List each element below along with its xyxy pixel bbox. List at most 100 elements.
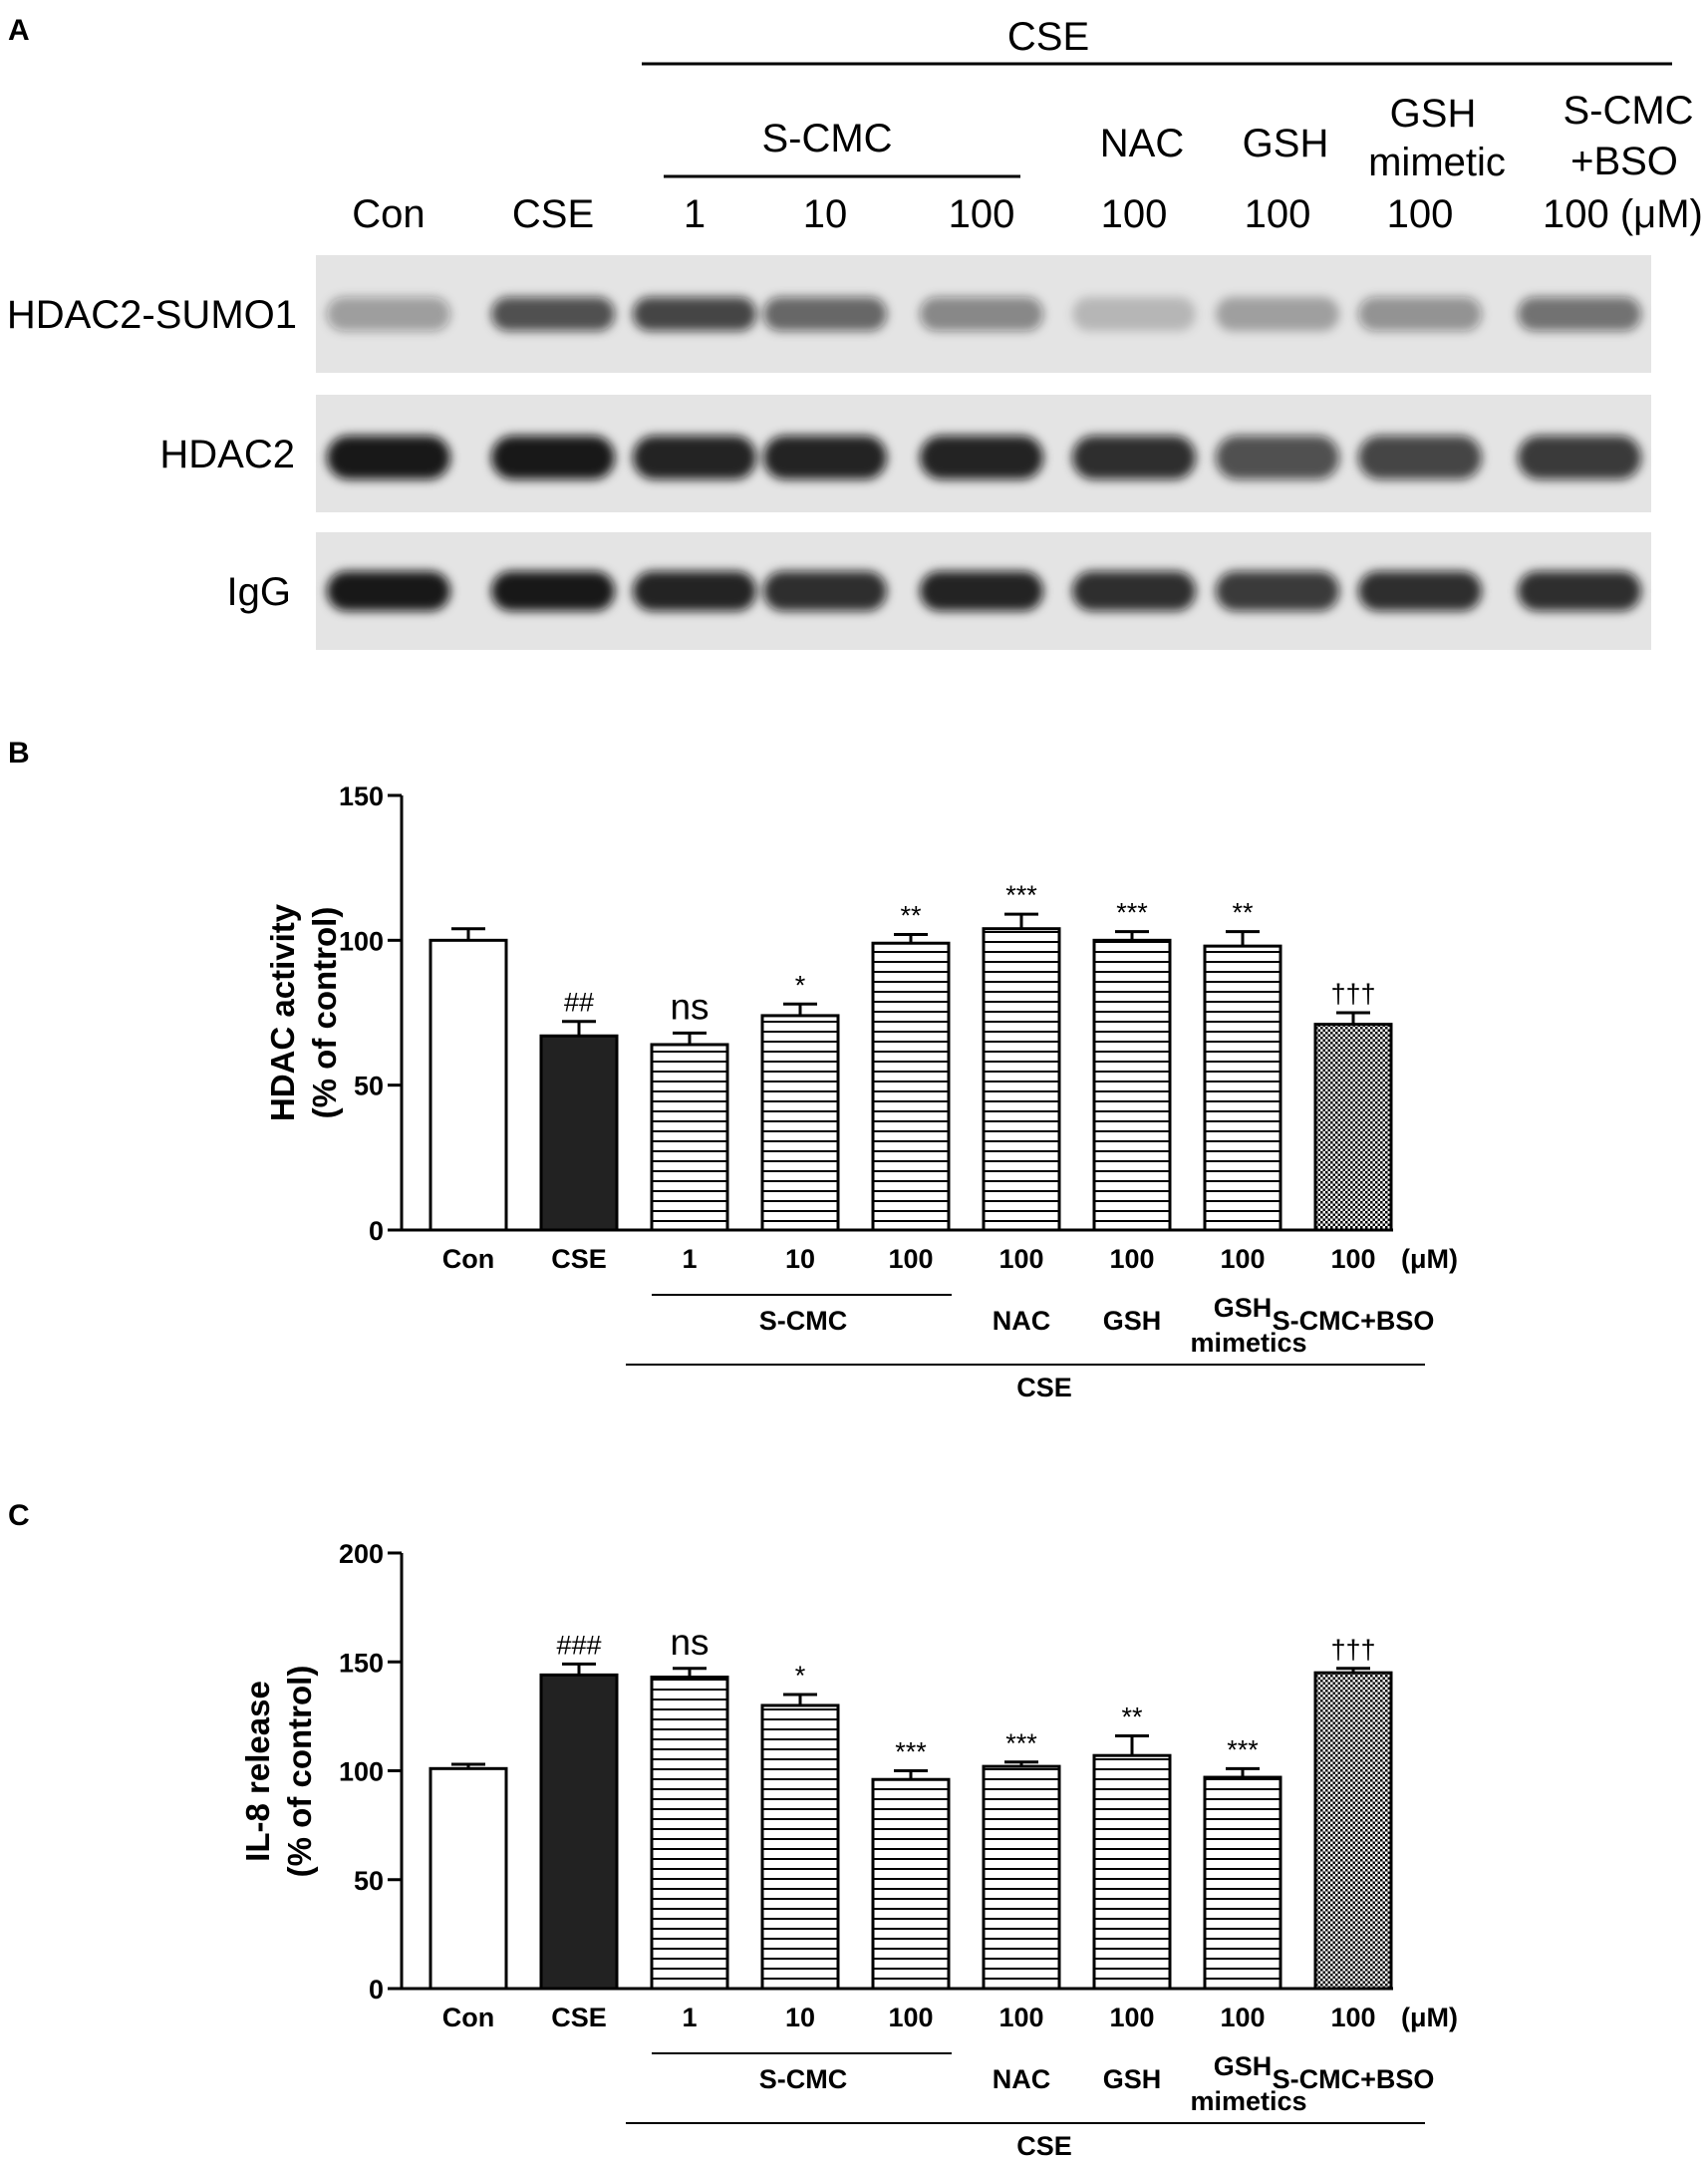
blot-band	[763, 297, 887, 331]
blot-lane-label: 100	[1101, 192, 1168, 236]
bar	[428, 938, 508, 1232]
y-tick-label: 0	[369, 1975, 384, 2005]
x-tick-label: 100	[1109, 2003, 1154, 2032]
cse-header-label: CSE	[1007, 15, 1089, 59]
y-axis-label-line: (% of control)	[281, 1666, 318, 1878]
gsh-group-label: GSH	[1103, 2064, 1162, 2094]
bar	[871, 1777, 951, 1991]
x-tick-label: 100	[1330, 1244, 1375, 1274]
panel-label-c: C	[8, 1499, 30, 1532]
x-tick-label: 1	[682, 2003, 697, 2032]
blot-band	[1072, 571, 1196, 611]
x-tick-label: CSE	[551, 1244, 607, 1274]
y-axis-label-line: IL-8 release	[239, 1681, 276, 1862]
blot-band	[633, 297, 756, 331]
x-tick-label: Con	[442, 2003, 494, 2032]
significance-label: ###	[556, 1630, 601, 1660]
x-tick-label: 100	[1330, 2003, 1375, 2032]
blot-band	[763, 436, 887, 479]
blot-lane-label: 100 (μM)	[1543, 192, 1703, 236]
x-unit-label: (μM)	[1401, 2003, 1458, 2032]
cse-group-label: CSE	[1016, 1373, 1072, 1402]
blot-lane-label: 100	[949, 192, 1015, 236]
x-tick-label: 100	[998, 1244, 1043, 1274]
significance-label: **	[1121, 1702, 1143, 1732]
y-tick-label: 50	[354, 1866, 384, 1896]
significance-label: ***	[1227, 1734, 1259, 1764]
x-tick-label: Con	[442, 1244, 494, 1274]
significance-label: ns	[670, 1622, 709, 1663]
blot-lane-label: 10	[803, 192, 848, 236]
scmc-header-label: S-CMC	[761, 117, 892, 160]
gsh-group-label: GSH	[1103, 1306, 1162, 1336]
blot-band	[1518, 436, 1641, 479]
cse-group-label: CSE	[1016, 2131, 1072, 2161]
significance-label: **	[900, 901, 922, 931]
gsh-mimetics-label-line2: mimetics	[1190, 2086, 1306, 2116]
significance-label: ***	[1116, 898, 1148, 928]
gsh-header-label: GSH	[1243, 122, 1329, 165]
scmc-bso-header-line1: S-CMC	[1563, 89, 1693, 133]
hdac-activity-chart: 0 50 100 150 HDAC activity (% of control) Con #…	[264, 781, 1458, 1402]
bar	[1203, 944, 1282, 1232]
x-tick-label: 1	[682, 1244, 697, 1274]
x-tick-label: 100	[1220, 2003, 1265, 2032]
blot-lane-labels: Con CSE 1 10 100 100 100 100 100 (μM)	[352, 192, 1703, 236]
blot-lane-label: 1	[684, 192, 706, 236]
blot-lane-label: 100	[1387, 192, 1454, 236]
scmc-group-label: S-CMC	[759, 1306, 848, 1336]
blot-band	[1358, 571, 1482, 611]
bar	[1092, 1753, 1172, 1991]
blot-band	[327, 297, 450, 331]
blot-band	[491, 571, 615, 611]
blot-band	[491, 436, 615, 479]
scmc-bso-group-label: S-CMC+BSO	[1273, 1306, 1435, 1336]
bar	[760, 1703, 840, 1991]
panel-label-b: B	[8, 737, 30, 770]
blot-row-label: HDAC2	[159, 433, 295, 476]
il8-release-chart: 0 50 100 150 200 IL-8 release (% of control) Co…	[239, 1539, 1458, 2161]
scmc-bso-header-line2: +BSO	[1570, 140, 1678, 183]
blot-band	[1358, 436, 1482, 479]
nac-header-label: NAC	[1100, 122, 1184, 165]
bar	[871, 941, 951, 1232]
x-tick-label: 100	[1220, 1244, 1265, 1274]
x-tick-label: 10	[785, 2003, 815, 2032]
bar	[760, 1014, 840, 1232]
bar	[650, 1676, 729, 1991]
significance-label: *	[795, 1661, 806, 1691]
blot-band	[327, 436, 450, 479]
blot-band	[1216, 436, 1339, 479]
nac-group-label: NAC	[993, 1306, 1051, 1336]
gsh-mimetic-header-line2: mimetic	[1368, 141, 1506, 184]
bar	[650, 1043, 729, 1232]
blot-band	[1358, 297, 1482, 331]
y-tick-label: 100	[339, 926, 384, 956]
blot-band	[1518, 571, 1641, 611]
scmc-group-label: S-CMC	[759, 2064, 848, 2094]
blot-lane-label: CSE	[512, 192, 594, 236]
blot-band	[1216, 297, 1339, 331]
blot-band	[920, 297, 1043, 331]
significance-label: ***	[1005, 1728, 1037, 1758]
x-tick-label: 100	[998, 2003, 1043, 2032]
significance-label: †††	[1330, 1635, 1375, 1665]
bar	[539, 1673, 619, 1991]
gsh-mimetic-header-line1: GSH	[1390, 92, 1477, 136]
significance-label: **	[1232, 898, 1254, 928]
blot-band	[1216, 571, 1339, 611]
nac-group-label: NAC	[993, 2064, 1051, 2094]
bar	[539, 1034, 619, 1232]
panel-label-a: A	[8, 14, 30, 47]
bar	[1203, 1775, 1282, 1991]
blot-row-label: IgG	[227, 570, 291, 614]
y-axis-label: HDAC activity (% of control)	[264, 903, 343, 1121]
significance-label: ns	[670, 986, 709, 1027]
blot-band	[920, 571, 1043, 611]
x-tick-label: 100	[888, 1244, 933, 1274]
x-unit-label: (μM)	[1401, 1244, 1458, 1274]
x-tick-label: 100	[888, 2003, 933, 2032]
y-axis-label: IL-8 release (% of control)	[239, 1666, 318, 1878]
significance-label: †††	[1330, 979, 1375, 1009]
